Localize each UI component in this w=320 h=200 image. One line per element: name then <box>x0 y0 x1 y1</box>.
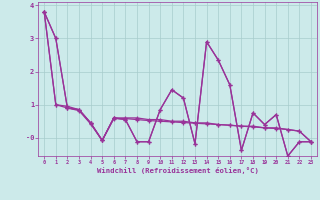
X-axis label: Windchill (Refroidissement éolien,°C): Windchill (Refroidissement éolien,°C) <box>97 167 259 174</box>
